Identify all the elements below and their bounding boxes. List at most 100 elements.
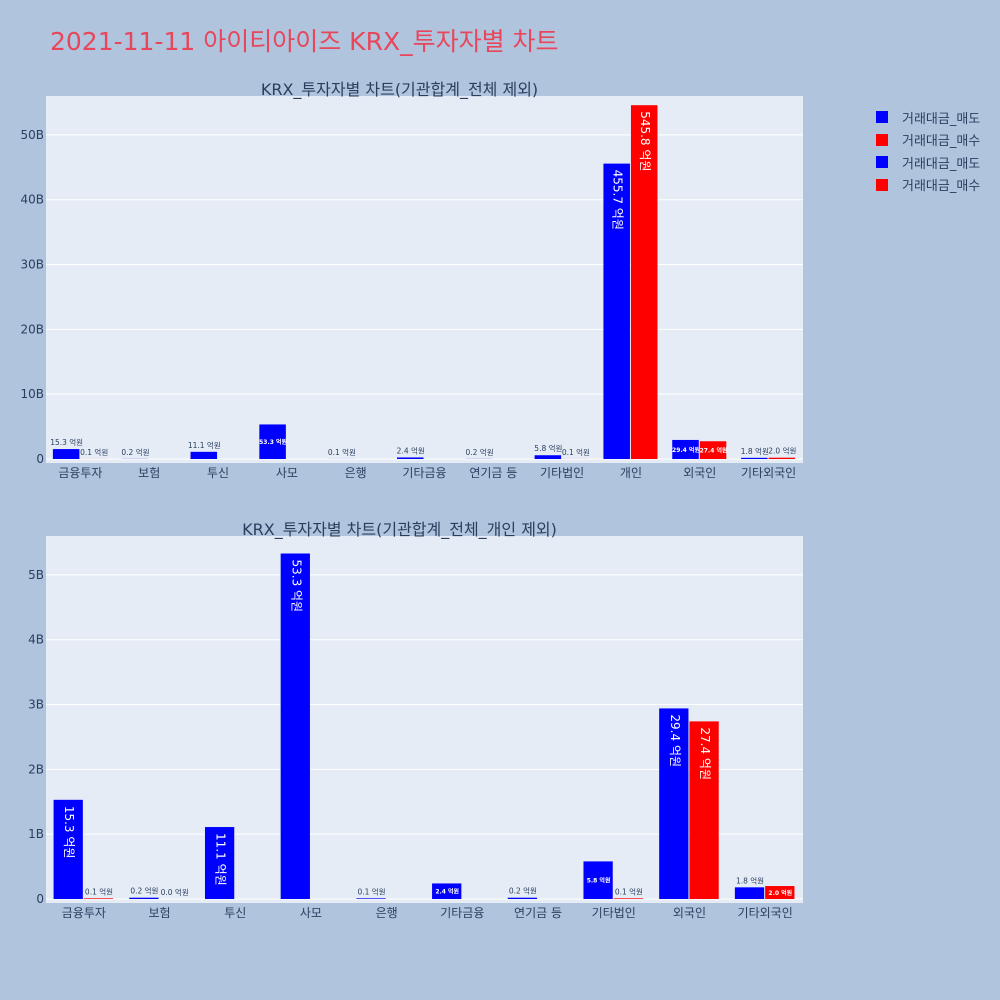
data-label: 1.8 억원	[736, 876, 764, 885]
data-label: 0.1 억원	[85, 887, 113, 896]
data-label: 545.8 억원	[638, 111, 652, 171]
bar	[659, 708, 689, 899]
data-label: 0.1 억원	[328, 448, 356, 457]
legend-swatch	[876, 133, 888, 146]
legend-label: 거래대금_매도	[902, 111, 981, 127]
x-tick-label: 개인	[620, 466, 642, 480]
bar	[765, 886, 795, 899]
y-tick-label: 0	[36, 452, 44, 466]
x-tick-label: 금융투자	[62, 906, 106, 920]
legend-item[interactable]: 거래대금_매수	[876, 129, 980, 152]
bar	[689, 721, 719, 899]
bar	[280, 553, 310, 899]
x-tick-label: 기타법인	[540, 466, 584, 480]
x-tick-label: 연기금 등	[469, 466, 517, 480]
chart-1: KRX_투자자별 차트(기관합계_전체 제외) 0 10B 20B 30B 40B 50B 금…	[20, 80, 803, 480]
legend-item[interactable]: 거래대금_매도	[876, 106, 980, 129]
data-label: 2.4 억원	[435, 888, 459, 896]
chart-title: KRX_투자자별 차트(기관합계_전체 제외)	[261, 80, 538, 100]
data-label: 1.8 억원	[741, 447, 769, 456]
legend-swatch	[876, 156, 888, 169]
bar	[507, 897, 538, 899]
bar	[583, 861, 613, 899]
data-label: 0.1 억원	[562, 448, 590, 457]
bar	[613, 898, 644, 899]
bar	[672, 439, 699, 459]
data-label: 0.2 억원	[465, 448, 493, 457]
bar	[630, 105, 658, 459]
x-tick-label: 사모	[300, 906, 322, 920]
y-tick-label: 30B	[20, 258, 44, 272]
data-label: 2.0 억원	[768, 447, 796, 456]
legend-swatch	[876, 178, 888, 191]
data-label: 0.1 억원	[80, 448, 108, 457]
y-tick-label: 2B	[28, 762, 44, 776]
bar	[204, 827, 235, 899]
data-label: 0.0 억원	[161, 888, 189, 897]
y-tick-label: 20B	[20, 322, 44, 336]
data-label: 2.4 억원	[397, 446, 425, 455]
bar	[356, 898, 386, 899]
legend-label: 거래대금_매수	[902, 134, 981, 150]
chart-2: KRX_투자자별 차트(기관합계_전체_개인 제외) 0 1B 2B 3B 4B 5B 금융투…	[28, 520, 803, 920]
y-tick-label: 40B	[20, 193, 44, 207]
x-tick-label: 사모	[276, 466, 298, 480]
data-label: 53.3 억원	[289, 560, 303, 613]
y-tick-label: 1B	[28, 827, 44, 841]
x-tick-label: 기타금융	[402, 466, 446, 480]
y-tick-label: 0	[36, 892, 44, 906]
bar	[741, 457, 768, 459]
bar	[699, 441, 727, 459]
data-label: 0.1 억원	[615, 887, 643, 896]
data-label: 29.4 억원	[668, 714, 682, 767]
y-tick-label: 50B	[20, 128, 44, 142]
data-label: 0.2 억원	[121, 448, 149, 457]
legend-label: 거래대금_매도	[902, 156, 981, 172]
x-tick-label: 투신	[224, 906, 246, 920]
x-tick-label: 외국인	[683, 466, 716, 480]
x-tick-label: 연기금 등	[514, 906, 562, 920]
x-tick-label: 기타법인	[592, 906, 636, 920]
y-tick-label: 5B	[28, 568, 44, 582]
bar	[396, 457, 424, 459]
data-label: 455.7 억원	[611, 170, 625, 230]
data-label: 0.1 억원	[357, 887, 385, 896]
plot-area	[46, 96, 803, 463]
x-tick-label: 투신	[207, 466, 229, 480]
y-tick-label: 10B	[20, 387, 44, 401]
data-label: 53.3 억원	[259, 438, 287, 446]
bar	[734, 887, 765, 899]
page-title: 2021-11-11 아이티아이즈 KRX_투자자별 차트	[50, 27, 559, 56]
data-label: 5.8 억원	[587, 877, 611, 885]
data-label: 15.3 억원	[62, 806, 76, 859]
x-tick-label: 보험	[149, 906, 171, 920]
y-tick-label: 4B	[28, 633, 44, 647]
y-tick-label: 3B	[28, 698, 44, 712]
legend-swatch	[876, 111, 888, 124]
bar	[259, 424, 286, 459]
x-tick-label: 외국인	[673, 906, 706, 920]
bar	[534, 455, 562, 459]
data-label: 11.1 억원	[214, 833, 228, 886]
data-label: 15.3 억원	[50, 438, 83, 447]
bar	[603, 163, 630, 459]
x-tick-label: 보험	[138, 466, 160, 480]
data-label: 29.4 억원	[672, 446, 700, 454]
data-label: 0.2 억원	[509, 887, 537, 896]
x-tick-label: 금융투자	[58, 466, 102, 480]
legend-label: 거래대금_매수	[902, 179, 981, 195]
legend-item[interactable]: 거래대금_매수	[876, 174, 980, 197]
x-tick-label: 은행	[345, 465, 367, 480]
x-tick-label: 기타외국인	[738, 906, 793, 920]
x-tick-label: 기타금융	[440, 906, 484, 920]
data-label: 5.8 억원	[534, 444, 562, 453]
legend-item[interactable]: 거래대금_매도	[876, 151, 980, 174]
x-tick-label: 기타외국인	[741, 466, 796, 480]
x-tick-label: 은행	[376, 905, 398, 920]
bar	[768, 457, 796, 459]
legend: 거래대금_매도 거래대금_매수 거래대금_매도 거래대금_매수	[876, 106, 980, 196]
data-label: 27.4 억원	[698, 727, 712, 780]
data-label: 2.0 억원	[768, 889, 792, 897]
bar	[83, 898, 114, 899]
